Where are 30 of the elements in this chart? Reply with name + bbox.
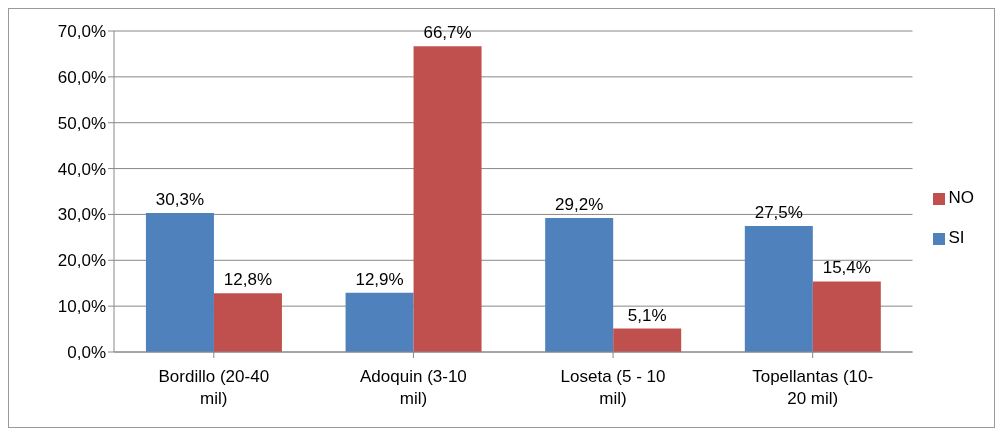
data-label: 29,2% <box>555 195 604 215</box>
y-tick-label: 0,0% <box>67 343 106 363</box>
bar <box>613 328 682 352</box>
data-label: 27,5% <box>754 202 803 222</box>
x-tick-label: Loseta (5 - 10 mil) <box>560 367 666 408</box>
data-label: 12,8% <box>223 270 273 290</box>
y-tick-label: 60,0% <box>57 67 106 87</box>
legend-label: NO <box>948 188 974 207</box>
y-tick-label: 10,0% <box>57 297 106 317</box>
y-tick-label: 70,0% <box>57 22 106 42</box>
bar <box>145 213 214 352</box>
legend-label: SI <box>948 228 965 247</box>
bar <box>345 292 414 352</box>
data-label: 15,4% <box>822 258 871 278</box>
data-label: 66,7% <box>423 23 472 43</box>
data-label: 12,9% <box>355 269 404 289</box>
bar <box>213 293 282 352</box>
x-tick-label: Topellantas (10-20 mil) <box>752 367 874 408</box>
bar <box>545 218 614 352</box>
x-tick-label: Adoquin (3-10 mil) <box>360 367 467 408</box>
bar <box>744 225 813 352</box>
y-tick-label: 20,0% <box>57 251 106 271</box>
x-tick-label: Bordillo (20-40 mil) <box>158 367 270 408</box>
bar <box>413 46 482 352</box>
data-label: 5,1% <box>627 305 667 325</box>
data-label: 30,3% <box>155 190 205 210</box>
y-tick-label: 50,0% <box>57 113 106 133</box>
y-tick-label: 30,0% <box>57 205 106 225</box>
y-tick-label: 40,0% <box>57 159 106 179</box>
bar <box>812 281 881 352</box>
